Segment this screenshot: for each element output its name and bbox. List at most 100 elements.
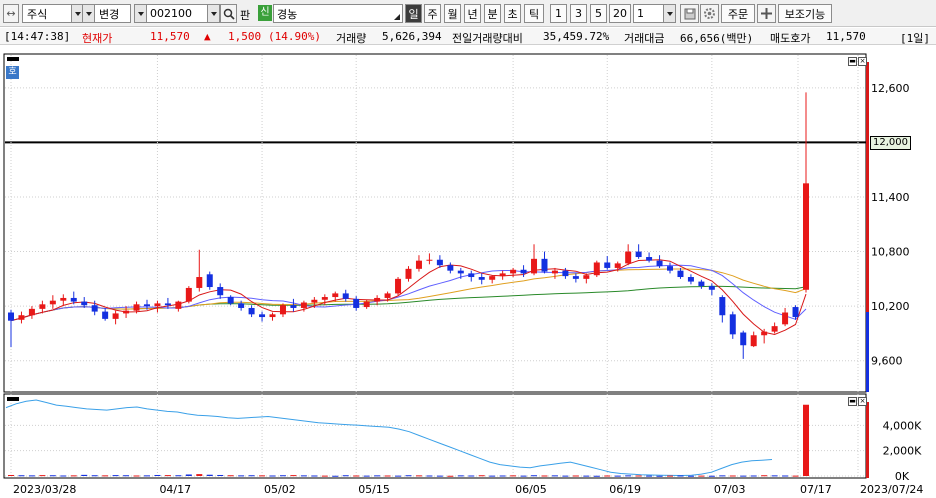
market-type-select[interactable]: 주식 xyxy=(22,4,84,23)
price-range-bar-up xyxy=(866,62,869,312)
volume-bar xyxy=(510,475,517,477)
volume-bar xyxy=(300,475,307,477)
candle-body xyxy=(803,183,809,290)
candle-body xyxy=(656,260,663,267)
period-month-button[interactable]: 월 xyxy=(444,4,461,23)
magnifier-icon[interactable] xyxy=(220,4,237,23)
stock-code-input[interactable]: 002100 xyxy=(134,4,220,23)
panel-handle-icon[interactable] xyxy=(7,397,19,401)
stock-name-field[interactable]: 경농 xyxy=(273,4,403,23)
candle-body xyxy=(332,293,339,298)
price-panel xyxy=(3,53,867,393)
volume-bar xyxy=(91,475,98,477)
chevron-down-icon xyxy=(663,5,675,22)
close-icon[interactable]: × xyxy=(858,57,867,66)
date-tick-label: 06/05 xyxy=(515,483,547,496)
period-week-button[interactable]: 주 xyxy=(424,4,441,23)
count-select[interactable]: 1 xyxy=(633,4,676,23)
date-tick-label: 05/15 xyxy=(358,483,390,496)
volume-bar xyxy=(154,474,161,476)
gear-icon[interactable] xyxy=(700,4,719,23)
interval-5-button[interactable]: 5 xyxy=(590,4,607,23)
corner-badge[interactable]: 호 xyxy=(6,66,19,79)
volume-bar xyxy=(572,475,579,477)
candle-body xyxy=(206,274,213,288)
volume-bar xyxy=(719,475,726,477)
volume-range-bar xyxy=(866,402,869,478)
volume-bar xyxy=(143,475,150,477)
volume-bar xyxy=(541,475,548,477)
quote-info-bar: [14:47:38] 현재가 11,570 ▲ 1,500 (14.90%) 거… xyxy=(0,28,936,45)
order-button[interactable]: 주문 xyxy=(721,4,755,23)
chevron-down-icon xyxy=(71,5,83,22)
period-minute-button[interactable]: 분 xyxy=(484,4,501,23)
volume-bar xyxy=(426,475,433,477)
volume-bar xyxy=(803,404,809,476)
candle-body xyxy=(468,273,475,278)
change-select[interactable]: 변경 xyxy=(82,4,131,23)
volume-bar xyxy=(750,475,757,477)
crosshair-icon[interactable] xyxy=(757,4,776,23)
candle-body xyxy=(447,265,454,271)
change-label: 변경 xyxy=(99,7,120,21)
volume-bar xyxy=(185,474,192,476)
minimize-icon[interactable]: ▬ xyxy=(848,397,857,406)
candle-body xyxy=(342,293,349,299)
candle-body xyxy=(49,300,56,305)
volume-bar xyxy=(18,475,25,477)
panel-handle-icon[interactable] xyxy=(7,57,19,61)
volume-bar xyxy=(478,475,485,477)
period-year-button[interactable]: 년 xyxy=(464,4,481,23)
candle-body xyxy=(667,266,674,271)
candle-body xyxy=(782,312,789,325)
candle-body xyxy=(227,297,234,304)
candle-body xyxy=(259,314,266,318)
stock-code-value: 002100 xyxy=(150,7,192,20)
candle-body xyxy=(520,269,527,274)
volume-tick-label: 4,000K xyxy=(883,419,922,432)
candle-body xyxy=(698,281,705,287)
prev-volume-ratio: 35,459.72% xyxy=(543,30,610,43)
candle-body xyxy=(719,297,726,316)
interval-20-button[interactable]: 20 xyxy=(609,4,631,23)
volume-tick-label: 2,000K xyxy=(883,445,922,458)
period-second-button[interactable]: 초 xyxy=(504,4,521,23)
price-range-bar-down xyxy=(866,312,869,392)
candle-body xyxy=(614,263,621,268)
moving-average-5-line xyxy=(10,259,807,336)
volume-bar xyxy=(708,475,715,477)
volume-bar xyxy=(405,475,412,477)
price-tick-label: 11,400 xyxy=(871,191,910,204)
volume-bar xyxy=(112,475,119,477)
trade-amount: 66,656(백만) xyxy=(680,32,754,45)
aux-function-button[interactable]: 보조기능 xyxy=(778,4,832,23)
candle-body xyxy=(321,297,328,300)
candle-body xyxy=(279,305,286,315)
volume-bar xyxy=(520,475,527,477)
candle-body xyxy=(175,301,182,309)
volume-bar xyxy=(761,475,768,477)
candle-body xyxy=(70,297,77,302)
volume-bar xyxy=(395,475,402,477)
interval-1-button[interactable]: 1 xyxy=(550,4,567,23)
candle-body xyxy=(531,258,538,274)
candle-body xyxy=(384,293,391,298)
quote-time: [14:47:38] xyxy=(4,30,71,43)
candle-body xyxy=(792,307,799,318)
candle-body xyxy=(164,303,171,306)
period-tick-button[interactable]: 틱 xyxy=(524,4,544,23)
candle-body xyxy=(489,276,496,280)
interval-3-button[interactable]: 3 xyxy=(570,4,587,23)
candle-body xyxy=(81,301,88,306)
candle-body xyxy=(102,311,109,319)
volume-bar xyxy=(614,475,621,477)
disk-icon[interactable] xyxy=(680,4,699,23)
minimize-icon[interactable]: ▬ xyxy=(848,57,857,66)
volume-label: 거래량 xyxy=(336,32,367,45)
volume-bar xyxy=(698,475,705,477)
period-day-button[interactable]: 일 xyxy=(405,4,422,23)
close-icon[interactable]: × xyxy=(858,397,867,406)
grid-lines xyxy=(5,55,866,477)
nav-arrows-icon[interactable]: ↔ xyxy=(3,4,19,23)
